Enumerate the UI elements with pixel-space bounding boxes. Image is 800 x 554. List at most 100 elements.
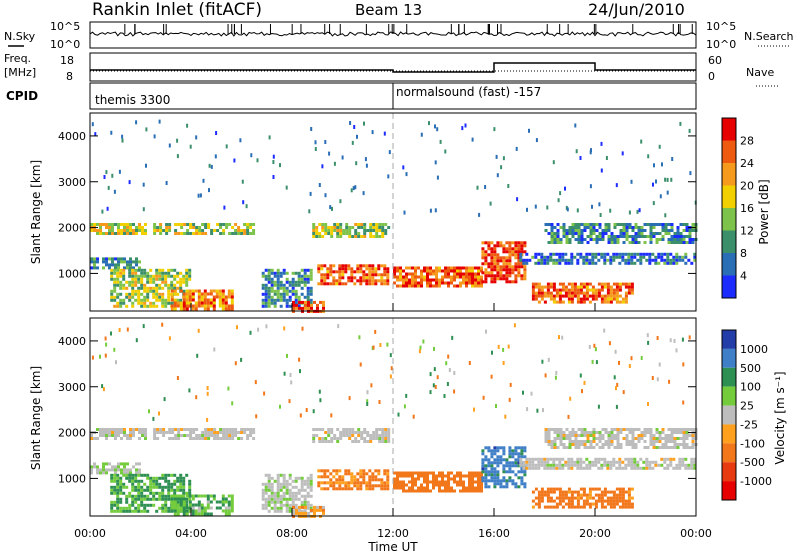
echo-cell-1: [129, 266, 132, 270]
echo-cell-11: [525, 463, 529, 467]
echo-cell-13: [562, 232, 566, 235]
echo-cell-11: [528, 460, 532, 464]
echo-cell-12: [573, 496, 577, 500]
echo-cell-3: [173, 506, 177, 510]
scatter-point: [363, 121, 365, 126]
echo-cell-5: [294, 280, 298, 284]
echo-cell-9: [462, 281, 465, 285]
echo-cell-10: [502, 265, 506, 269]
echo-cell-10: [490, 479, 494, 483]
echo-cell-2: [158, 298, 162, 302]
scatter-point: [240, 357, 243, 362]
echo-cell-13: [646, 428, 650, 431]
echo-cell-4: [177, 434, 181, 437]
echo-cell-3: [212, 301, 216, 305]
echo-cell-6: [322, 303, 325, 307]
echo-cell-5: [300, 482, 304, 486]
echo-cell-13: [691, 241, 695, 244]
cpid-label: CPID: [6, 89, 38, 103]
echo-cell-5: [285, 500, 289, 504]
echo-cell-2: [140, 280, 144, 284]
echo-cell-3: [200, 512, 204, 516]
echo-cell-13: [649, 428, 653, 431]
echo-cell-13: [616, 223, 620, 226]
echo-cell-11: [579, 466, 583, 470]
scatter-point: [534, 204, 537, 209]
echo-cell-2: [131, 497, 135, 501]
echo-cell-2: [134, 289, 138, 293]
echo-cell-12: [549, 297, 553, 301]
echo-cell-3: [230, 500, 234, 504]
echo-cell-12: [609, 496, 613, 500]
echo-cell-10: [511, 265, 515, 269]
echo-cell-7: [327, 440, 331, 443]
echo-cell-7: [312, 437, 316, 440]
echo-cell-2: [155, 509, 159, 513]
echo-cell-9: [447, 272, 450, 276]
echo-cell-13: [673, 241, 677, 244]
echo-cell-12: [588, 282, 592, 286]
echo-cell-10: [514, 482, 518, 486]
echo-cell-2: [143, 274, 147, 278]
echo-cell-7: [351, 431, 355, 434]
echo-cell-7: [336, 428, 340, 431]
echo-cell-11: [660, 252, 664, 256]
echo-cell-1: [93, 462, 96, 466]
echo-cell-11: [543, 255, 547, 259]
echo-cell-13: [610, 431, 614, 434]
echo-cell-12: [570, 502, 574, 506]
echo-cell-5: [306, 274, 310, 278]
echo-cell-13: [607, 223, 611, 226]
echo-cell-12: [621, 493, 625, 497]
echo-cell-12: [600, 282, 604, 286]
echo-cell-7: [378, 229, 382, 232]
echo-cell-0: [120, 229, 123, 232]
echo-cell-8: [359, 267, 363, 271]
echo-cell-3: [212, 494, 216, 498]
echo-cell-12: [600, 490, 604, 494]
echo-cell-9: [399, 266, 402, 270]
noise-trace: [89, 24, 697, 40]
echo-cell-2: [119, 476, 123, 480]
echo-cell-9: [456, 284, 459, 288]
echo-cell-4: [189, 223, 193, 226]
echo-cell-8: [332, 270, 336, 274]
echo-cell-11: [567, 261, 571, 265]
echo-cell-10: [493, 452, 497, 456]
echo-cell-9: [441, 278, 444, 282]
echo-cell-2: [176, 271, 180, 275]
echo-cell-13: [670, 431, 674, 434]
echo-cell-10: [484, 470, 488, 474]
echo-cell-7: [312, 226, 316, 229]
scatter-point: [202, 178, 205, 183]
echo-cell-11: [555, 466, 559, 470]
echo-cell-13: [610, 232, 614, 235]
echo-cell-2: [131, 289, 135, 293]
echo-cell-10: [493, 280, 497, 284]
echo-cell-11: [525, 457, 529, 461]
echo-cell-11: [555, 463, 559, 467]
echo-cell-10: [496, 253, 500, 257]
echo-cell-9: [444, 269, 447, 273]
echo-cell-10: [508, 467, 512, 471]
echo-cell-3: [227, 292, 231, 296]
echo-cell-10: [490, 461, 494, 465]
echo-cell-9: [477, 489, 480, 493]
echo-cell-2: [188, 271, 192, 275]
echo-cell-0: [102, 434, 105, 437]
colorbar-tick-label: 4: [740, 270, 747, 283]
scatter-point: [491, 350, 493, 355]
echo-cell-11: [558, 466, 562, 470]
echo-cell-2: [137, 280, 141, 284]
echo-cell-13: [607, 431, 611, 434]
echo-cell-4: [219, 223, 223, 226]
echo-cell-12: [582, 291, 586, 295]
echo-cell-1: [96, 257, 99, 261]
echo-cell-7: [324, 226, 328, 229]
echo-cell-3: [182, 500, 186, 504]
echo-cell-7: [342, 434, 346, 437]
echo-cell-5: [309, 479, 313, 483]
echo-cell-2: [116, 274, 120, 278]
echo-cell-2: [137, 497, 141, 501]
echo-cell-13: [619, 232, 623, 235]
